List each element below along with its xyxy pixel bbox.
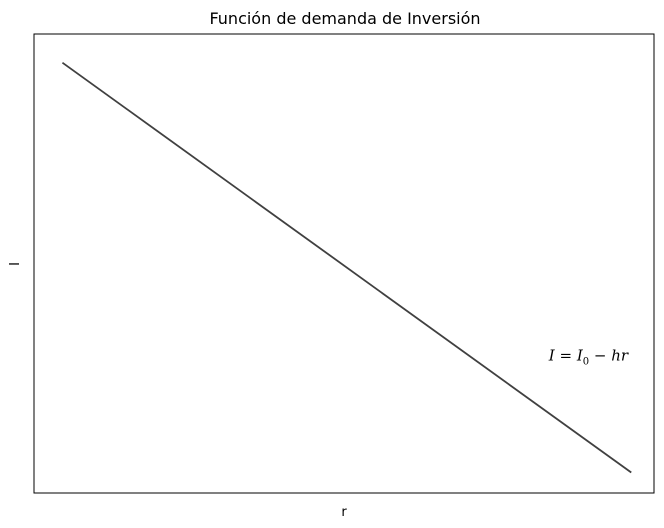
y-axis-label: I [8, 262, 23, 266]
chart-title: Función de demanda de Inversión [209, 9, 480, 28]
demand-line [61, 61, 632, 474]
x-axis-label: r [341, 505, 347, 520]
equation-annotation: I = I0 − hr [548, 347, 629, 368]
plot-area-frame [33, 33, 655, 494]
